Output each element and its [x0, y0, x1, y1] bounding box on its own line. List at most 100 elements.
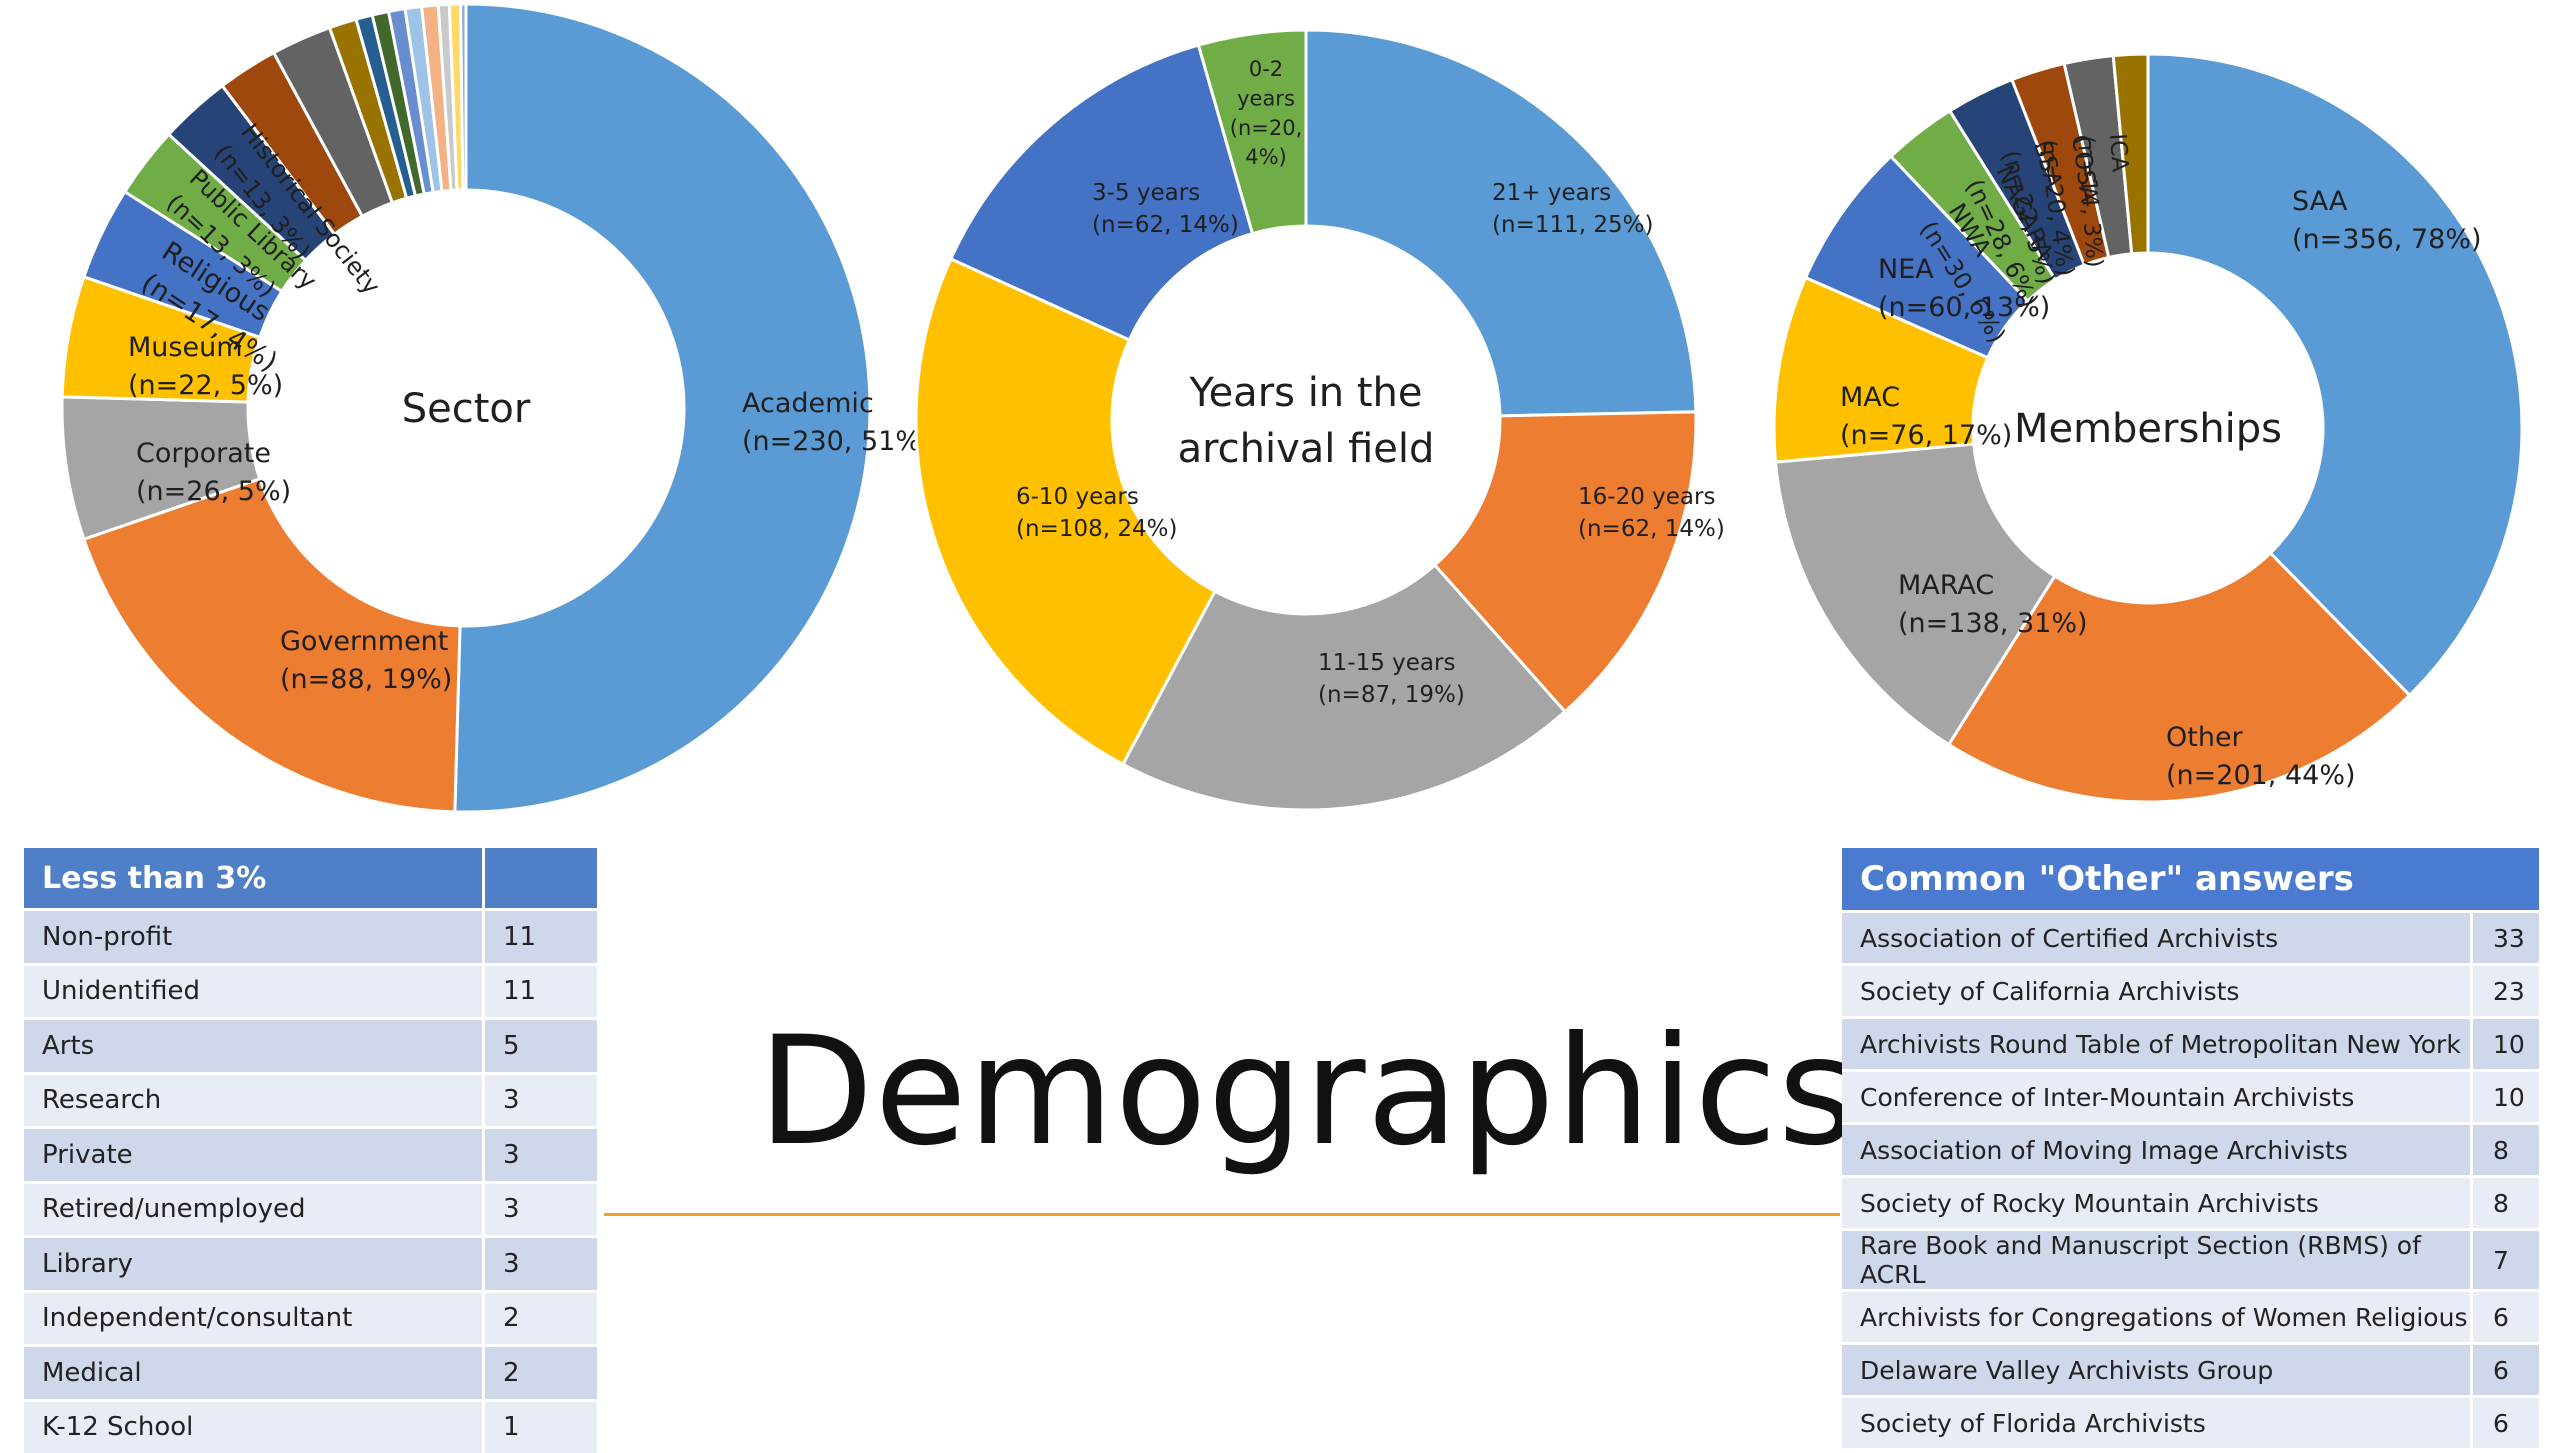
row-label: Library — [24, 1235, 485, 1291]
donut-slice — [2146, 52, 2524, 698]
row-count: 11 — [483, 908, 600, 964]
slice-value-label: (n=201, 44%) — [2166, 760, 2356, 791]
row-label: Delaware Valley Archivists Group — [1842, 1342, 2473, 1397]
slice-value-label: (n=108, 24%) — [1016, 516, 1177, 542]
data-label: SAA (n=356, 78%) — [2292, 186, 2482, 255]
slice-name: NEA — [1878, 254, 1934, 285]
donut-slice — [948, 43, 1255, 342]
slice-name: Government — [280, 626, 448, 657]
row-count: 1 — [483, 1398, 600, 1453]
table-row: Independent/consultant 2 — [24, 1289, 600, 1346]
row-label: Society of Rocky Mountain Archivists — [1842, 1175, 2473, 1230]
donut-slice — [453, 2, 872, 814]
row-count: 2 — [483, 1289, 600, 1346]
donut-slice — [1773, 442, 2057, 747]
data-label: Government (n=88, 19%) — [280, 626, 452, 695]
slice-name: SAA — [2292, 186, 2348, 217]
table-row: Association of Certified Archivists 33 — [1842, 910, 2542, 965]
slice-value-label: 4%) — [1245, 145, 1287, 169]
chart-title-line: Sector — [402, 386, 531, 432]
table-row: Library 3 — [24, 1235, 600, 1291]
donut-slice — [458, 2, 468, 192]
data-label: 6-10 years (n=108, 24%) — [1016, 484, 1177, 542]
chart-title-line: archival field — [1178, 426, 1435, 472]
data-label: NEA (n=60, 13%) — [1878, 254, 2050, 323]
table-row: Association of Moving Image Archivists 8 — [1842, 1122, 2542, 1177]
data-label: 11-15 years (n=87, 19%) — [1318, 650, 1465, 708]
row-count: 6 — [2471, 1342, 2542, 1397]
donut-slice — [1120, 562, 1568, 812]
slice-value-label: (n=111, 25%) — [1492, 212, 1653, 238]
table-row: Rare Book and Manuscript Section (RBMS) … — [1842, 1228, 2542, 1291]
slice-name: 21+ years — [1492, 180, 1611, 206]
common-other-answers-table: Common "Other" answers Association of Ce… — [1842, 848, 2542, 1448]
less-than-3-percent-table: Less than 3% Non-profit 11 Unidentified 11 A… — [24, 848, 600, 1453]
row-count: 10 — [2471, 1016, 2542, 1071]
row-label: Society of Florida Archivists — [1842, 1395, 2473, 1448]
title-underline-divider — [604, 1213, 1840, 1216]
slice-value-label: (n=138, 31%) — [1898, 608, 2088, 639]
table-row: Conference of Inter-Mountain Archivists 1… — [1842, 1069, 2542, 1124]
chart-title: Sector — [402, 386, 531, 432]
row-count: 6 — [2471, 1395, 2542, 1448]
table-row: Archivists for Congregations of Women Re… — [1842, 1289, 2542, 1344]
slice-name: Academic — [742, 388, 874, 419]
row-label: Retired/unemployed — [24, 1180, 485, 1237]
table-header: Less than 3% — [24, 848, 485, 910]
row-count: 3 — [483, 1235, 600, 1291]
row-label: Archivists for Congregations of Women Re… — [1842, 1289, 2473, 1344]
row-label: K-12 School — [24, 1398, 485, 1453]
row-count: 10 — [2471, 1069, 2542, 1124]
row-count: 8 — [2471, 1122, 2542, 1177]
table-row: Society of Rocky Mountain Archivists 8 — [1842, 1175, 2542, 1230]
table-row: Unidentified 11 — [24, 962, 600, 1019]
years-donut-chart: 21+ years (n=111, 25%) 16-20 years (n=62, 1… — [914, 28, 1725, 812]
chart-title-line: Years in the — [1188, 370, 1422, 416]
row-count: 3 — [483, 1126, 600, 1182]
row-label: Archivists Round Table of Metropolitan N… — [1842, 1016, 2473, 1071]
sector-donut-chart: Academic (n=230, 51%) Government (n=88, 19%… — [60, 2, 932, 814]
slice-value-label: (n=20, — [1230, 116, 1303, 140]
table-row: Non-profit 11 — [24, 908, 600, 964]
data-label: Museum (n=22, 5%) — [128, 332, 283, 401]
row-label: Association of Certified Archivists — [1842, 910, 2473, 965]
table-header-row: Common "Other" answers — [1842, 848, 2542, 912]
table-header-value — [483, 848, 600, 910]
row-count: 8 — [2471, 1175, 2542, 1230]
row-label: Arts — [24, 1017, 485, 1073]
slice-value-label: (n=356, 78%) — [2292, 224, 2482, 255]
table-header-row: Less than 3% — [24, 848, 600, 910]
donut-slice — [914, 256, 1217, 767]
data-label: 3-5 years (n=62, 14%) — [1092, 180, 1239, 238]
donut-charts: Academic (n=230, 51%) Government (n=88, 19%… — [60, 2, 2524, 814]
slice-value-label: (n=62, 14%) — [1092, 212, 1239, 238]
table-row: Society of Florida Archivists 6 — [1842, 1395, 2542, 1448]
row-label: Private — [24, 1126, 485, 1182]
slice-name: MARAC — [1898, 570, 1994, 601]
row-count: 3 — [483, 1180, 600, 1237]
row-label: Conference of Inter-Mountain Archivists — [1842, 1069, 2473, 1124]
chart-title-line: Memberships — [2014, 406, 2282, 452]
slice-name: 11-15 years — [1318, 650, 1455, 676]
table-row: Private 3 — [24, 1126, 600, 1182]
chart-title: Memberships — [2014, 406, 2282, 452]
donut-slice — [1196, 28, 1308, 236]
row-label: Non-profit — [24, 908, 485, 964]
slice-value-label: (n=87, 19%) — [1318, 682, 1465, 708]
row-label: Medical — [24, 1344, 485, 1400]
table-header: Common "Other" answers — [1842, 848, 2542, 912]
slice-name: ICA — [2104, 133, 2133, 174]
donut-slice — [1304, 28, 1698, 418]
table-row: Society of California Archivists 23 — [1842, 963, 2542, 1018]
row-count: 33 — [2471, 910, 2542, 965]
slice-value-label: (n=88, 19%) — [280, 664, 452, 695]
slice-value-label: (n=60, 13%) — [1878, 292, 2050, 323]
slice-name: 6-10 years — [1016, 484, 1139, 510]
row-count: 6 — [2471, 1289, 2542, 1344]
row-count: 3 — [483, 1071, 600, 1128]
data-label: Academic (n=230, 51%) — [742, 388, 932, 457]
table-row: Delaware Valley Archivists Group 6 — [1842, 1342, 2542, 1397]
row-count: 7 — [2471, 1228, 2542, 1291]
slice-name: 3-5 years — [1092, 180, 1200, 206]
row-label: Independent/consultant — [24, 1289, 485, 1346]
